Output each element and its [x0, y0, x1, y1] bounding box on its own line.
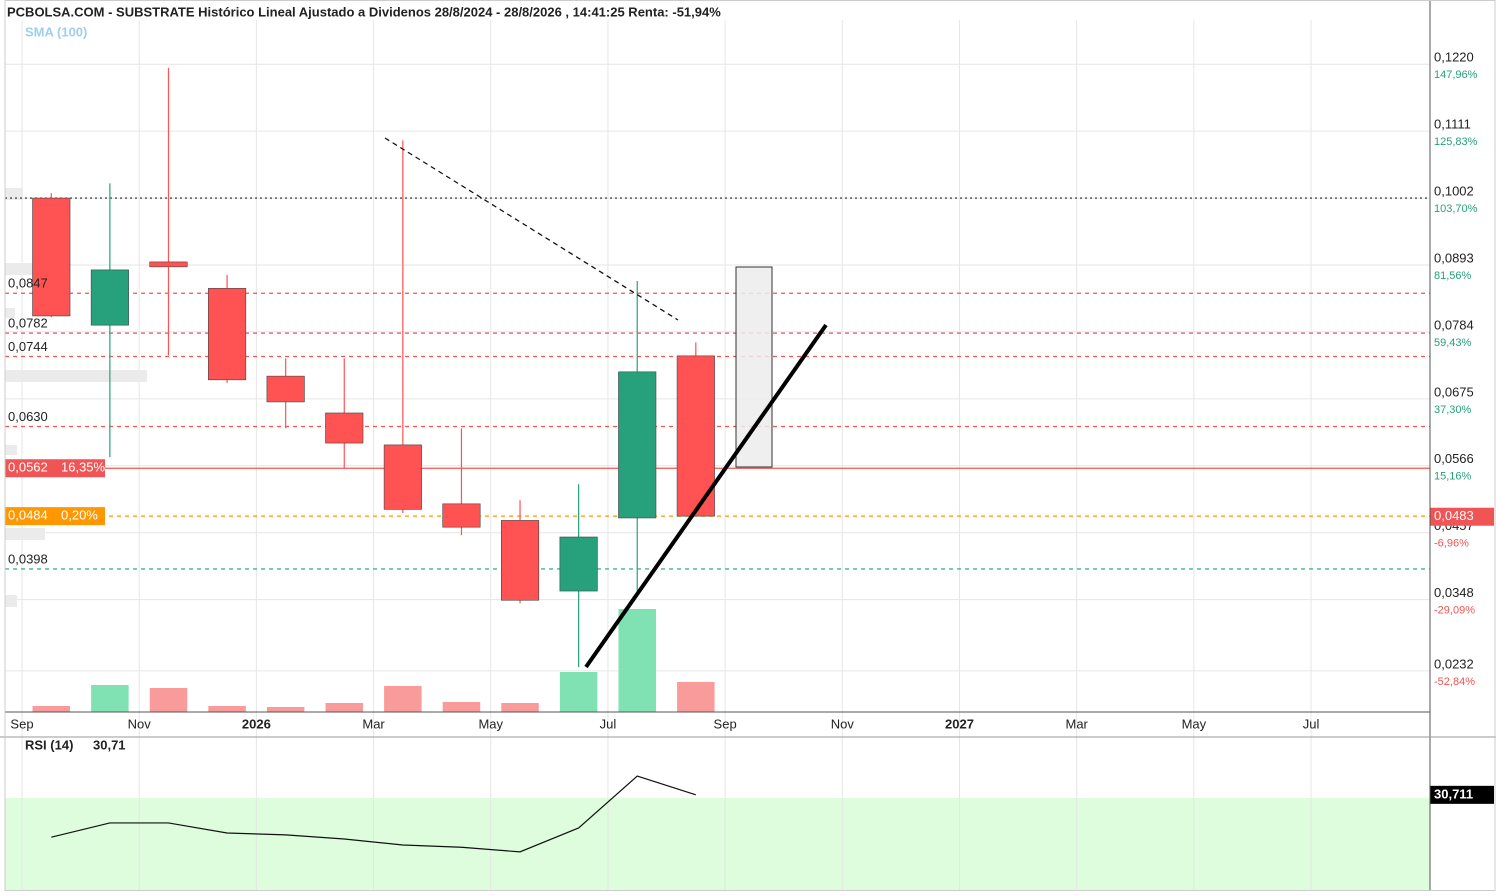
volume-bar [501, 703, 539, 712]
x-tick-label: Sep [714, 716, 737, 731]
volume-bar [266, 707, 305, 712]
profile-bar [5, 370, 147, 382]
drawings [384, 137, 828, 669]
y-tick-pct: 37,30% [1434, 404, 1472, 416]
trend-line [384, 137, 679, 321]
y-tick-pct: -52,84% [1434, 676, 1475, 688]
y-tick-pct: 125,83% [1434, 136, 1478, 148]
candle-body [266, 375, 305, 403]
candle-body [559, 536, 598, 592]
last-price-box [1430, 507, 1494, 526]
level-pct: 0,20% [61, 508, 98, 523]
y-tick-label: 0,0348 [1434, 585, 1474, 600]
y-tick-label: 0,1111 [1434, 117, 1471, 132]
candle-body [90, 269, 129, 326]
candle-body [32, 197, 71, 317]
y-tick-label: 0,0566 [1434, 451, 1474, 466]
x-tick-label: 2027 [945, 716, 974, 731]
y-tick-label: 0,0893 [1434, 250, 1474, 265]
volume-bar [32, 706, 71, 712]
x-tick-label: Mar [362, 716, 385, 731]
y-tick-label: 0,0232 [1434, 656, 1474, 671]
volume-bar [149, 688, 188, 712]
volume-bar [91, 685, 129, 712]
grid-layer [5, 20, 1430, 890]
x-tick-label: Jul [1303, 716, 1320, 731]
candle-body [208, 288, 247, 381]
y-tick-pct: -29,09% [1434, 605, 1475, 617]
oversold-zone [5, 798, 1430, 890]
y-tick-pct: -6,96% [1434, 538, 1469, 550]
level-pct: 16,35% [61, 460, 106, 475]
candle-body [149, 261, 188, 268]
x-tick-label: Nov [128, 716, 152, 731]
projection-box [735, 266, 773, 468]
candle-body [500, 520, 540, 601]
volume-bar [677, 682, 715, 712]
volume-bar [559, 672, 598, 712]
level-box [5, 507, 105, 526]
level-label: 0,0484 [8, 508, 48, 523]
level-label: 0,0782 [8, 316, 48, 331]
volume-bar [384, 686, 422, 712]
candle-body [383, 444, 422, 510]
y-tick-label: 0,1002 [1434, 184, 1474, 199]
profile-bar [5, 528, 45, 540]
y-tick-label: 0,0784 [1434, 317, 1474, 332]
candle-body [442, 503, 481, 528]
y-tick-pct: 103,70% [1434, 203, 1478, 215]
x-tick-label: 2026 [242, 716, 271, 731]
rsi-line [51, 775, 697, 853]
frame [4, 0, 1496, 891]
last-price-label: 0,0483 [1434, 508, 1474, 523]
x-tick-label: Sep [10, 716, 33, 731]
rsi-axis-box [1430, 785, 1494, 804]
profile-bar [5, 188, 23, 200]
profile-bar [5, 308, 15, 318]
y-tick-pct: 147,96% [1434, 69, 1478, 81]
label-layer: Sep Nov 2026 Mar May Jul Sep Nov 2027 Mar May Jul 0,… [5, 50, 1494, 804]
chart-title: PCBOLSA.COM - SUBSTRATE Histórico Lineal… [7, 4, 721, 19]
volume-bar [208, 706, 246, 712]
rsi-axis-label: 30,711 [1434, 786, 1473, 801]
level-label: 0,0744 [8, 339, 48, 354]
volume-bar [618, 609, 656, 712]
x-tick-label: May [478, 716, 503, 731]
y-tick-pct: 81,56% [1434, 270, 1472, 282]
indicator-label: SMA (100) [25, 24, 87, 39]
support-line [584, 323, 828, 669]
candle-body [618, 371, 657, 519]
candle-body [325, 412, 364, 444]
y-tick-label: 0,0675 [1434, 384, 1474, 399]
x-tick-label: May [1182, 716, 1207, 731]
plot-layer [5, 67, 1430, 853]
y-tick-pct: 59,43% [1434, 337, 1472, 349]
y-tick-label: 0,1220 [1434, 50, 1474, 65]
x-tick-label: Mar [1065, 716, 1088, 731]
y-tick-pct: 15,16% [1434, 471, 1472, 483]
volume-bar [325, 703, 364, 712]
x-tick-label: Jul [600, 716, 617, 731]
level-label: 0,0562 [8, 460, 48, 475]
profile-bar [5, 445, 17, 455]
level-label: 0,0630 [8, 409, 48, 424]
level-box [5, 459, 105, 478]
rsi-current: 30,71 [93, 737, 126, 752]
rsi-title: RSI (14) [25, 737, 73, 752]
level-label: 0,0847 [8, 276, 48, 291]
volume-bar [442, 702, 481, 712]
x-tick-label: Nov [831, 716, 855, 731]
level-label: 0,0398 [8, 551, 48, 566]
profile-bar [5, 595, 17, 607]
